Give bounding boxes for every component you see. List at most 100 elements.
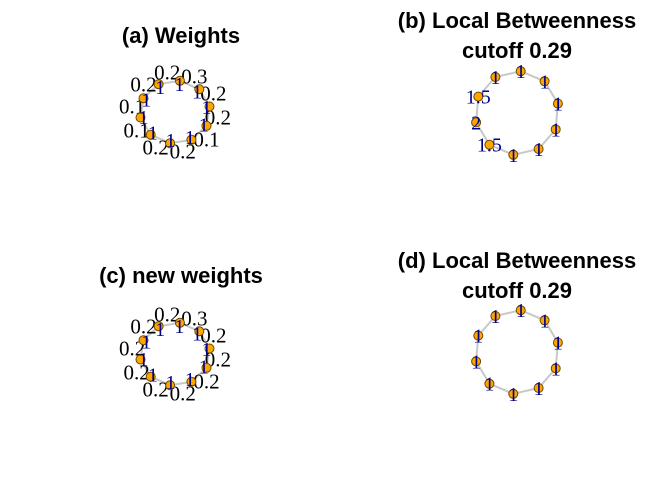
panel-c-node <box>135 354 146 365</box>
panel-d-node <box>484 378 495 389</box>
panel-c-node-label: 1 <box>185 369 195 391</box>
panel-b-node <box>550 124 561 135</box>
panel-a-edge-label: 0.2 <box>205 105 231 129</box>
panel-a-node <box>174 75 185 86</box>
panel-a-node-label: 1 <box>166 130 176 152</box>
panel-a-node-label: 1 <box>199 115 209 137</box>
panel-c-node <box>174 317 185 328</box>
panel-a-node <box>186 134 197 145</box>
panel-b-node <box>490 72 501 82</box>
panel-c: (c) new weights0.30.20.20.20.20.20.20.20… <box>99 263 263 405</box>
panel-a-edge-label: 0.2 <box>130 73 156 97</box>
panel-a-edge-label: 0.2 <box>200 82 226 106</box>
panel-a-node-label: 1 <box>155 77 165 99</box>
panel-a-node <box>135 112 146 123</box>
panel-d-node-label: 1 <box>508 384 518 406</box>
panel-d-node <box>473 330 484 341</box>
panel-b-node-label: 2 <box>471 112 481 134</box>
panel-b-node-label: 1.5 <box>466 87 491 109</box>
panel-c-node <box>138 335 149 346</box>
panel-b-node <box>471 117 482 128</box>
panel-d-title-line-1: (d) Local Betweenness <box>398 248 636 273</box>
panel-b-node-label: 1 <box>540 71 550 93</box>
panel-c-node <box>165 380 176 391</box>
panel-a-node-label: 1 <box>185 127 195 149</box>
panel-b-node <box>484 139 495 150</box>
panel-b-node <box>533 144 544 154</box>
panel-d-node <box>550 363 561 374</box>
panel-a-node-label: 1 <box>148 123 158 145</box>
panel-a-node <box>138 93 149 104</box>
panel-b-node <box>473 91 484 102</box>
panel-c-node-label: 1 <box>202 339 212 361</box>
panel-a-edge-label: 0.1 <box>193 127 219 151</box>
panel-b-title-line-1: (b) Local Betweenness <box>398 8 636 33</box>
panel-c-node <box>145 371 156 382</box>
panel-b-node <box>539 76 550 87</box>
panel-a-node <box>153 79 164 90</box>
panel-b-node-label: 1 <box>534 139 544 161</box>
panel-d-node-label: 1 <box>473 326 483 348</box>
panel-d-node <box>539 315 550 326</box>
panel-c-edge-label: 0.3 <box>181 306 207 330</box>
panel-c-edge-label: 0.2 <box>142 378 168 402</box>
panel-d-node-label: 1 <box>534 378 544 400</box>
panel-a-title-line-1: (a) Weights <box>122 23 240 48</box>
panel-a-node-label: 1 <box>174 74 184 96</box>
panel-c-title-line-1: (c) new weights <box>99 263 263 288</box>
panel-d-node <box>490 311 501 321</box>
panel-b-node <box>515 66 526 77</box>
panel-b-node-label: 1 <box>551 119 561 141</box>
panel-d-node-label: 1 <box>551 358 561 380</box>
panel-a-node <box>201 120 212 131</box>
panel-a-node-label: 1 <box>202 97 212 119</box>
panel-b-node <box>508 149 519 160</box>
panel-a-node-label: 1 <box>139 107 149 129</box>
panel-c-node-label: 1 <box>199 357 209 379</box>
panel-c-node <box>204 343 215 354</box>
panel-b-node-label: 1 <box>490 67 500 89</box>
panel-b-node-label: 1 <box>516 61 526 83</box>
panel-d-node <box>552 337 563 348</box>
panel-c-node-label: 1 <box>139 349 149 371</box>
panel-c-edge-label: 0.2 <box>130 315 156 339</box>
panel-c-node-label: 1 <box>192 323 202 345</box>
panel-d-node <box>515 305 526 316</box>
panel-a-edge-label: 0.1 <box>123 118 149 142</box>
panel-c-node <box>201 362 212 373</box>
panel-c-edge-label: 0.2 <box>200 324 226 348</box>
panel-c-node-label: 1 <box>166 372 176 394</box>
panel-a-node <box>204 101 215 112</box>
panel-c-node <box>153 321 164 332</box>
panel-d-node-label: 1 <box>471 351 481 373</box>
panel-a-edge-label: 0.2 <box>142 136 168 160</box>
panel-c-edge-label: 0.2 <box>123 360 149 384</box>
panel-a-node <box>194 84 205 95</box>
panel-c-node-label: 1 <box>148 365 158 387</box>
panel-c-node <box>186 376 197 387</box>
panel-a-node-label: 1 <box>192 81 202 103</box>
panel-b-node-label: 1 <box>508 145 518 167</box>
panel-b-node <box>552 98 563 109</box>
panel-d-node-label: 1 <box>553 333 563 355</box>
panel-d-node <box>471 356 482 367</box>
panel-a-node <box>165 138 176 149</box>
panel-a-node-label: 1 <box>141 89 151 111</box>
panel-c-edge-label: 0.2 <box>193 369 219 393</box>
panel-c-node-label: 1 <box>155 319 165 341</box>
panel-d-node-label: 1 <box>516 300 526 322</box>
panel-d-title-line-2: cutoff 0.29 <box>462 278 572 303</box>
panel-d-node-label: 1 <box>484 374 494 396</box>
panel-a: (a) Weights0.30.20.20.10.20.20.10.10.20.… <box>119 23 240 163</box>
panel-b-node-label: 1.5 <box>477 135 502 157</box>
panel-b-node-label: 1 <box>553 94 563 116</box>
panel-a-node <box>145 129 156 140</box>
panel-c-node <box>194 326 205 337</box>
panel-b-title-line-2: cutoff 0.29 <box>462 38 572 63</box>
panel-d-node <box>533 383 544 393</box>
panel-d-node <box>508 388 519 399</box>
